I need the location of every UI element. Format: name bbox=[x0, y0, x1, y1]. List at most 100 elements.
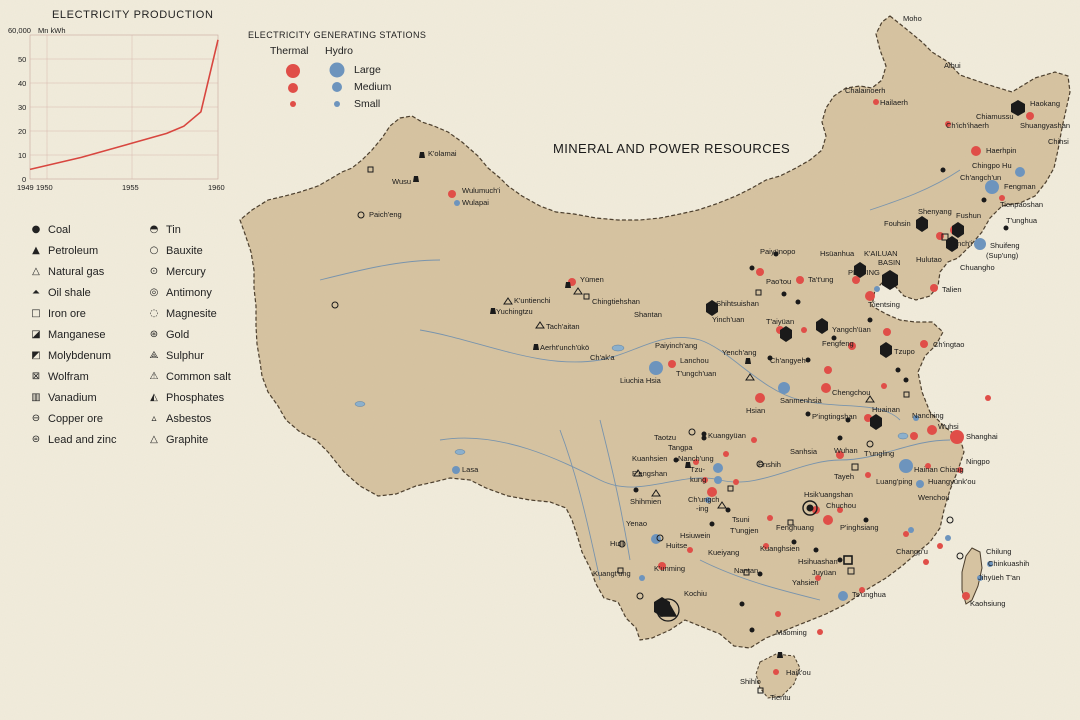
thermal-small-symbol bbox=[290, 101, 296, 107]
place-label: Tayeh bbox=[834, 472, 855, 481]
natural-gas-icon: △ bbox=[32, 266, 40, 277]
size-large-label: Large bbox=[354, 64, 381, 76]
x-tick: 1950 bbox=[36, 183, 53, 192]
place-label: T'aiyüan bbox=[766, 317, 795, 326]
y-tick: 0 bbox=[22, 175, 26, 184]
place-label: PEIP'ING bbox=[848, 268, 880, 277]
place-label: Kueiyang bbox=[708, 548, 740, 557]
place-label: Paiyünopo bbox=[760, 247, 796, 256]
asbestos-icon: ▵ bbox=[151, 413, 157, 424]
legend-item: ⊜ Lead and zinc bbox=[28, 432, 117, 448]
place-label: Huainan bbox=[872, 405, 900, 414]
thermal-large-symbol bbox=[286, 64, 300, 78]
antimony-icon: ◎ bbox=[149, 287, 159, 298]
mekong-river bbox=[599, 419, 631, 561]
place-label: Wulapai bbox=[462, 198, 489, 207]
place-label: Ts'unghua bbox=[852, 590, 886, 599]
place-label: Chuangho bbox=[960, 263, 995, 272]
place-label: Shanghai bbox=[966, 432, 998, 441]
coal-icon: ● bbox=[31, 224, 41, 235]
legend-item: ◓ Tin bbox=[146, 222, 181, 238]
place-label: Hsüanhua bbox=[820, 249, 855, 258]
place-label: K'untienchi bbox=[514, 296, 551, 305]
place-label: Nantan bbox=[734, 566, 759, 575]
place-label: Tangpa bbox=[668, 443, 693, 452]
place-label: Ch'ich'ihaerh bbox=[946, 121, 989, 130]
lead-zinc-icon: ⊜ bbox=[31, 434, 41, 445]
place-label: Shihtsuishan bbox=[716, 299, 759, 308]
gold-icon: ⊛ bbox=[149, 329, 159, 340]
size-small-label: Small bbox=[354, 98, 381, 110]
place-label: Shantan bbox=[634, 310, 662, 319]
y-tick: 30 bbox=[18, 103, 26, 112]
place-label: Yangch'üan bbox=[832, 325, 871, 334]
electricity-series-line bbox=[29, 39, 219, 171]
place-label: Ch'ingtao bbox=[933, 340, 965, 349]
place-label: Paich'eng bbox=[369, 210, 402, 219]
place-label: Sanmenhsia bbox=[780, 396, 822, 405]
mercury-deposit-large bbox=[802, 500, 818, 516]
place-label: Kuanhsien bbox=[632, 454, 668, 463]
place-label: Shenyang bbox=[918, 207, 952, 216]
place-label: Huili bbox=[610, 539, 625, 548]
place-label: Pench'i bbox=[948, 239, 973, 248]
place-label: Shuifeng bbox=[990, 241, 1020, 250]
production-chart: 60,000 Mn kWh 50 40 30 20 10 0 1949 1950… bbox=[8, 26, 225, 192]
place-label: Ta't'ung bbox=[808, 275, 834, 284]
place-label: Taotzu bbox=[654, 433, 677, 442]
place-label: Chiamussu bbox=[976, 112, 1014, 121]
legend-item: ◌ Magnesite bbox=[146, 306, 217, 322]
place-label: Lasa bbox=[462, 465, 479, 474]
place-label: Hsiuwein bbox=[680, 531, 711, 540]
place-label: Yench'ang bbox=[722, 348, 757, 357]
place-label: Kaohsiung bbox=[970, 599, 1006, 608]
tin-icon: ◓ bbox=[149, 224, 159, 235]
place-label: Juyüan bbox=[812, 568, 837, 577]
place-label: Shuangyashan bbox=[1020, 121, 1071, 130]
place-label: T'ungjen bbox=[730, 526, 759, 535]
y-tick: 10 bbox=[18, 151, 26, 160]
tarim-river bbox=[319, 259, 441, 281]
y-tick: 40 bbox=[18, 79, 26, 88]
taiwan-island bbox=[961, 547, 983, 605]
legend-item: △ Natural gas bbox=[28, 264, 104, 280]
place-label: Tsuni bbox=[732, 515, 750, 524]
place-label: Hsik'uangshan bbox=[804, 490, 853, 499]
place-label: Kochiu bbox=[684, 589, 707, 598]
place-label: Fushun bbox=[956, 211, 982, 220]
thermal-heading: Thermal bbox=[270, 45, 309, 57]
place-label: Chilung bbox=[986, 547, 1012, 556]
place-label: Changp'u bbox=[896, 547, 928, 556]
legend-item: ● Coal bbox=[28, 222, 71, 238]
place-label: Tach'aitan bbox=[546, 322, 580, 331]
place-label: Sanhsia bbox=[790, 447, 818, 456]
iron-ore-icon: □ bbox=[31, 308, 41, 319]
salween-river bbox=[559, 429, 601, 581]
place-label: Tzu- bbox=[690, 465, 705, 474]
legend-item: ◎ Antimony bbox=[146, 285, 212, 301]
legend-item: ⚠ Common salt bbox=[146, 369, 231, 385]
place-label: Lanchou bbox=[680, 356, 709, 365]
place-label: Wusu bbox=[392, 177, 412, 186]
place-label: Shihlo bbox=[740, 677, 761, 686]
legend-item: ◪ Manganese bbox=[28, 327, 105, 343]
place-label: Chinkuashih bbox=[988, 559, 1030, 568]
chart-unit-value: 60,000 bbox=[8, 26, 31, 35]
place-label: Enshih bbox=[758, 460, 781, 469]
place-label: Liuchia Hsia bbox=[620, 376, 661, 385]
place-label: Moho bbox=[903, 14, 922, 23]
place-label: Hsihuashan bbox=[798, 557, 838, 566]
place-label: Hailaerh bbox=[880, 98, 908, 107]
place-label: Wuhan bbox=[834, 446, 858, 455]
molybdenum-icon: ◩ bbox=[31, 350, 41, 361]
place-label: Paiyinch'ang bbox=[655, 341, 698, 350]
bauxite-icon: ○ bbox=[149, 245, 159, 256]
place-label: Kuangyüan bbox=[708, 431, 746, 440]
place-label: Fengfeng bbox=[822, 339, 854, 348]
place-label: BASIN bbox=[878, 258, 901, 267]
hainan-island bbox=[755, 653, 801, 699]
place-label: Huitse bbox=[666, 541, 688, 550]
place-label: Ch'ungch bbox=[688, 495, 720, 504]
